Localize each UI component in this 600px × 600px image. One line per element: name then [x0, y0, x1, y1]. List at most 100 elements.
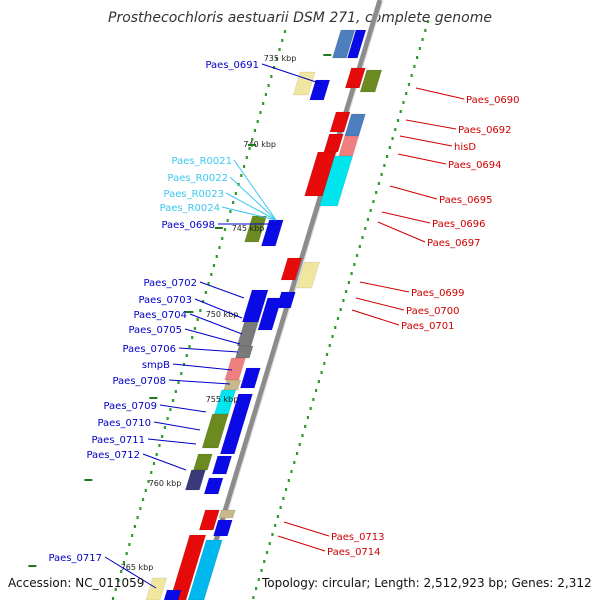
guide-dot — [399, 110, 402, 113]
guide-dot — [405, 92, 408, 95]
gene-label[interactable]: Paes_R0022 — [168, 173, 228, 184]
leader-line — [142, 453, 187, 471]
gene-feature — [319, 155, 354, 207]
gene-label[interactable]: Paes_0704 — [133, 310, 187, 321]
gene-label[interactable]: Paes_0699 — [411, 288, 465, 299]
gene-label[interactable]: Paes_0701 — [401, 321, 455, 332]
guide-dot — [171, 399, 175, 402]
gene-label[interactable]: Paes_0690 — [466, 95, 520, 106]
guide-dot — [290, 470, 293, 473]
gene-label[interactable]: Paes_0700 — [406, 306, 460, 317]
guide-dot — [418, 47, 421, 50]
gene-label[interactable]: Paes_0710 — [97, 418, 151, 429]
tick-label: 740 kbp — [243, 140, 276, 149]
guide-dot — [304, 425, 307, 428]
gene-label[interactable]: Paes_0717 — [48, 553, 102, 564]
guide-dot — [325, 353, 329, 356]
gene-label[interactable]: Paes_0705 — [128, 325, 182, 336]
gene-label[interactable]: Paes_0708 — [112, 376, 166, 387]
gene-label[interactable]: Paes_0697 — [427, 238, 481, 249]
guide-dot — [388, 146, 391, 149]
gene-label[interactable]: Paes_0702 — [143, 278, 197, 289]
guide-dot — [204, 291, 207, 294]
leader-line — [199, 281, 245, 299]
guide-dot — [364, 227, 367, 230]
gene-label[interactable]: Paes_R0021 — [172, 156, 232, 167]
guide-dot — [339, 308, 342, 311]
guide-dot — [120, 570, 123, 573]
gene-feature — [304, 151, 337, 197]
guide-dot — [174, 390, 177, 393]
guide-dot — [375, 191, 378, 194]
gene-feature — [261, 219, 284, 247]
gene-feature — [292, 71, 316, 96]
guide-dot — [155, 453, 158, 456]
gene-label[interactable]: Paes_R0023 — [164, 189, 224, 200]
gene-feature — [211, 455, 233, 475]
gene-label[interactable]: Paes_0706 — [122, 344, 176, 355]
gene-feature — [187, 539, 223, 600]
guide-dot — [287, 479, 290, 482]
guide-dot — [416, 56, 419, 59]
gene-label[interactable]: Paes_0709 — [103, 401, 157, 412]
guide-dot — [320, 371, 323, 374]
gene-label[interactable]: Paes_0714 — [327, 547, 381, 558]
gene-label[interactable]: Paes_0691 — [205, 60, 259, 71]
gene-label[interactable]: Paes_0698 — [161, 220, 215, 231]
guide-dot — [380, 173, 383, 176]
leader-line — [184, 328, 241, 345]
gene-label[interactable]: Paes_0703 — [138, 295, 192, 306]
gene-label[interactable]: hisD — [454, 142, 476, 153]
guide-dot — [221, 237, 224, 240]
guide-dot — [317, 380, 320, 383]
gene-label[interactable]: Paes_0711 — [91, 435, 145, 446]
guide-dot — [136, 516, 139, 519]
gene-feature — [309, 79, 331, 101]
guide-dot — [353, 263, 356, 266]
guide-dot — [210, 273, 213, 276]
guide-dot — [268, 542, 271, 545]
guide-dot — [169, 408, 172, 411]
leader-line — [172, 363, 233, 371]
leader-line — [147, 438, 197, 445]
guide-dot — [253, 129, 257, 132]
guide-dot — [125, 552, 128, 555]
gene-label[interactable]: smpB — [142, 360, 170, 371]
gene-label[interactable]: Paes_0692 — [458, 125, 512, 136]
guide-dot — [223, 228, 227, 231]
right-gene-labels: Paes_0690 Paes_0692 hisD Paes_0694 Paes_… — [327, 95, 520, 558]
gene-feature — [201, 413, 229, 449]
gene-label[interactable]: Paes_0695 — [439, 195, 493, 206]
map-title: Prosthecochloris aestuarii DSM 271, comp… — [108, 10, 492, 26]
guide-dot — [283, 30, 287, 33]
gene-label[interactable]: Paes_0694 — [448, 160, 502, 171]
guide-dot — [202, 300, 205, 303]
gene-feature — [223, 379, 242, 391]
gene-feature — [236, 321, 259, 347]
guide-dot — [272, 66, 276, 69]
leader-line — [168, 379, 231, 385]
guide-dot — [276, 515, 280, 518]
gene-label[interactable]: Paes_R0024 — [160, 203, 220, 214]
topology-text: Topology: circular; Length: 2,512,923 bp… — [261, 576, 592, 590]
tick-label: 755 kbp — [206, 395, 239, 404]
guide-dot — [385, 155, 389, 158]
gene-label[interactable]: Paes_0713 — [331, 532, 385, 543]
guide-dot — [369, 209, 372, 212]
gene-feature — [296, 261, 320, 289]
guide-dot — [407, 83, 411, 86]
gene-label[interactable]: Paes_0696 — [432, 219, 486, 230]
gene-feature — [193, 453, 213, 471]
tick-label: 745 kbp — [232, 224, 265, 233]
guide-dot — [248, 147, 251, 150]
guide-dot — [301, 434, 304, 437]
leader-line — [355, 297, 405, 311]
guide-dot — [185, 354, 188, 357]
guide-dot — [312, 398, 315, 401]
guide-dot — [391, 137, 394, 140]
gene-feature — [219, 415, 247, 455]
guide-dot — [323, 362, 326, 365]
guide-dot — [306, 416, 310, 419]
gene-label[interactable]: Paes_0712 — [86, 450, 140, 461]
gene-feature — [169, 534, 207, 600]
